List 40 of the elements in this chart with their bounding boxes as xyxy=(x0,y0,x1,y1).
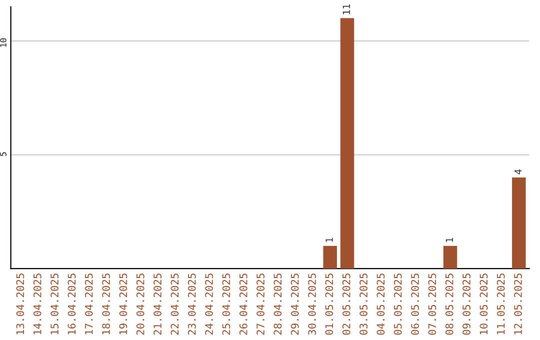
x-tick-label: 11.05.2025 xyxy=(496,274,505,334)
bar xyxy=(443,246,458,269)
x-tick-label: 22.04.2025 xyxy=(170,274,179,335)
data-label: 11 xyxy=(342,4,350,14)
x-tick-label: 27.04.2025 xyxy=(256,274,264,335)
bar xyxy=(340,18,354,269)
x-tick-label: 05.05.2025 xyxy=(394,274,402,335)
x-tick-label: 10.05.2025 xyxy=(480,274,488,334)
x-tick-label: 15.04.2025 xyxy=(50,274,58,334)
x-tick-label: 30.04.2025 xyxy=(308,274,316,335)
x-tick-label: 16.04.2025 xyxy=(68,274,76,334)
x-tick-label: 07.05.2025 xyxy=(428,274,436,335)
x-tick-label: 18.04.2025 xyxy=(102,274,110,334)
x-tick-label: 20.04.2025 xyxy=(136,274,144,335)
x-tick-label: 06.05.2025 xyxy=(411,274,419,335)
x-tick-label: 25.04.2025 xyxy=(222,274,230,335)
x-tick-label: 17.04.2025 xyxy=(84,274,93,334)
x-tick-label: 26.04.2025 xyxy=(239,274,248,335)
x-tick-label: 08.05.2025 xyxy=(445,274,454,335)
x-tick-label: 12.05.2025 xyxy=(514,274,522,334)
data-label: 1 xyxy=(446,238,453,242)
x-tick-label: 14.04.2025 xyxy=(33,274,42,334)
x-tick-label: 09.05.2025 xyxy=(462,274,470,335)
y-tick-label: 10 xyxy=(0,38,6,47)
x-tick-label: 29.04.2025 xyxy=(290,274,299,335)
x-tick-label: 24.04.2025 xyxy=(205,274,213,335)
x-tick-label: 04.05.2025 xyxy=(376,274,385,335)
x-tick-label: 21.04.2025 xyxy=(154,274,162,335)
bar xyxy=(512,178,526,269)
x-tick-label: 03.05.2025 xyxy=(360,274,368,335)
x-tick-label: 28.04.2025 xyxy=(274,274,282,335)
bar xyxy=(323,246,337,269)
x-tick-label: 02.05.2025 xyxy=(342,274,350,335)
data-label: 4 xyxy=(514,169,522,174)
x-tick-label: 19.04.2025 xyxy=(119,274,128,334)
data-label: 1 xyxy=(326,238,333,242)
y-tick-label: 5 xyxy=(0,152,6,156)
x-tick-label: 23.04.2025 xyxy=(188,274,196,335)
x-tick-label: 13.04.2025 xyxy=(16,274,24,334)
x-tick-label: 01.05.2025 xyxy=(325,274,334,335)
